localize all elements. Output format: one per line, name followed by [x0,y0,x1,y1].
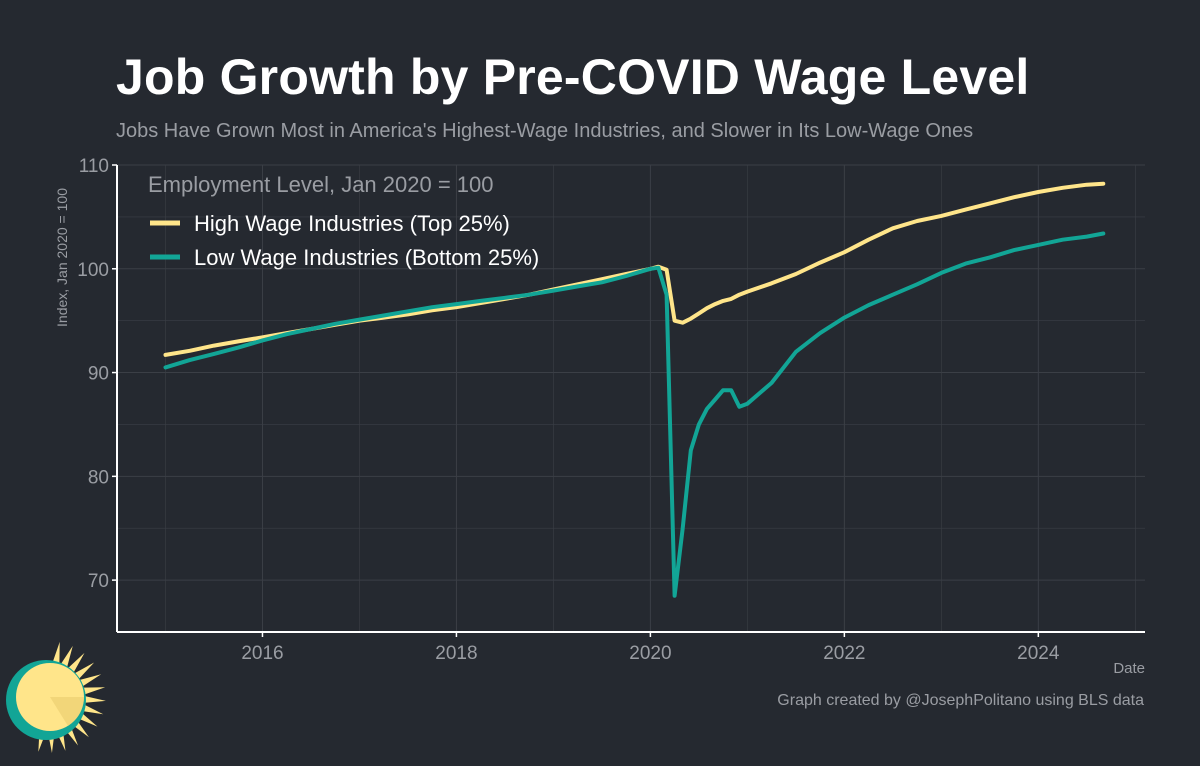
x-tick-label: 2016 [241,643,283,664]
y-tick-label: 100 [77,260,109,281]
source-caption: Graph created by @JosephPolitano using B… [777,692,1144,709]
legend: Employment Level, Jan 2020 = 100 High Wag… [148,172,539,270]
sun-ray [79,674,102,687]
series-low-wage-line [163,231,1106,598]
y-tick-label: 110 [79,156,109,177]
y-tick-label: 70 [88,571,109,592]
axes: 70 80 90 100 110 2016 2018 2020 2022 2024 Date Inde… [54,156,1145,677]
x-tick-label: 2018 [435,643,477,664]
sun-shadow [50,697,85,726]
y-tick-label: 80 [88,467,109,488]
sun-logo-icon [6,641,106,753]
sun-ray [81,704,104,715]
chart-subtitle: Jobs Have Grown Most in America's Highes… [116,120,974,142]
gridlines [117,164,1145,632]
y-tick-label: 90 [88,364,109,385]
legend-item-label: High Wage Industries (Top 25%) [194,211,510,236]
sun-ray [52,641,60,665]
x-axis-label: Date [1113,660,1145,677]
sun-ray [60,645,73,668]
x-tick-label: 2020 [629,643,671,664]
sun-ray [83,695,106,703]
legend-title: Employment Level, Jan 2020 = 100 [148,172,494,197]
chart-title: Job Growth by Pre-COVID Wage Level [116,49,1030,105]
x-tick-label: 2022 [823,643,865,664]
sun-ray [82,687,106,695]
sun-ray [68,652,85,673]
sun-disc [16,663,84,731]
legend-item-label: Low Wage Industries (Bottom 25%) [194,245,539,270]
series-lines [163,181,1106,598]
x-tick-label: 2024 [1017,643,1060,664]
sun-ray [74,662,95,679]
y-axis-label: Index, Jan 2020 = 100 [54,188,70,327]
